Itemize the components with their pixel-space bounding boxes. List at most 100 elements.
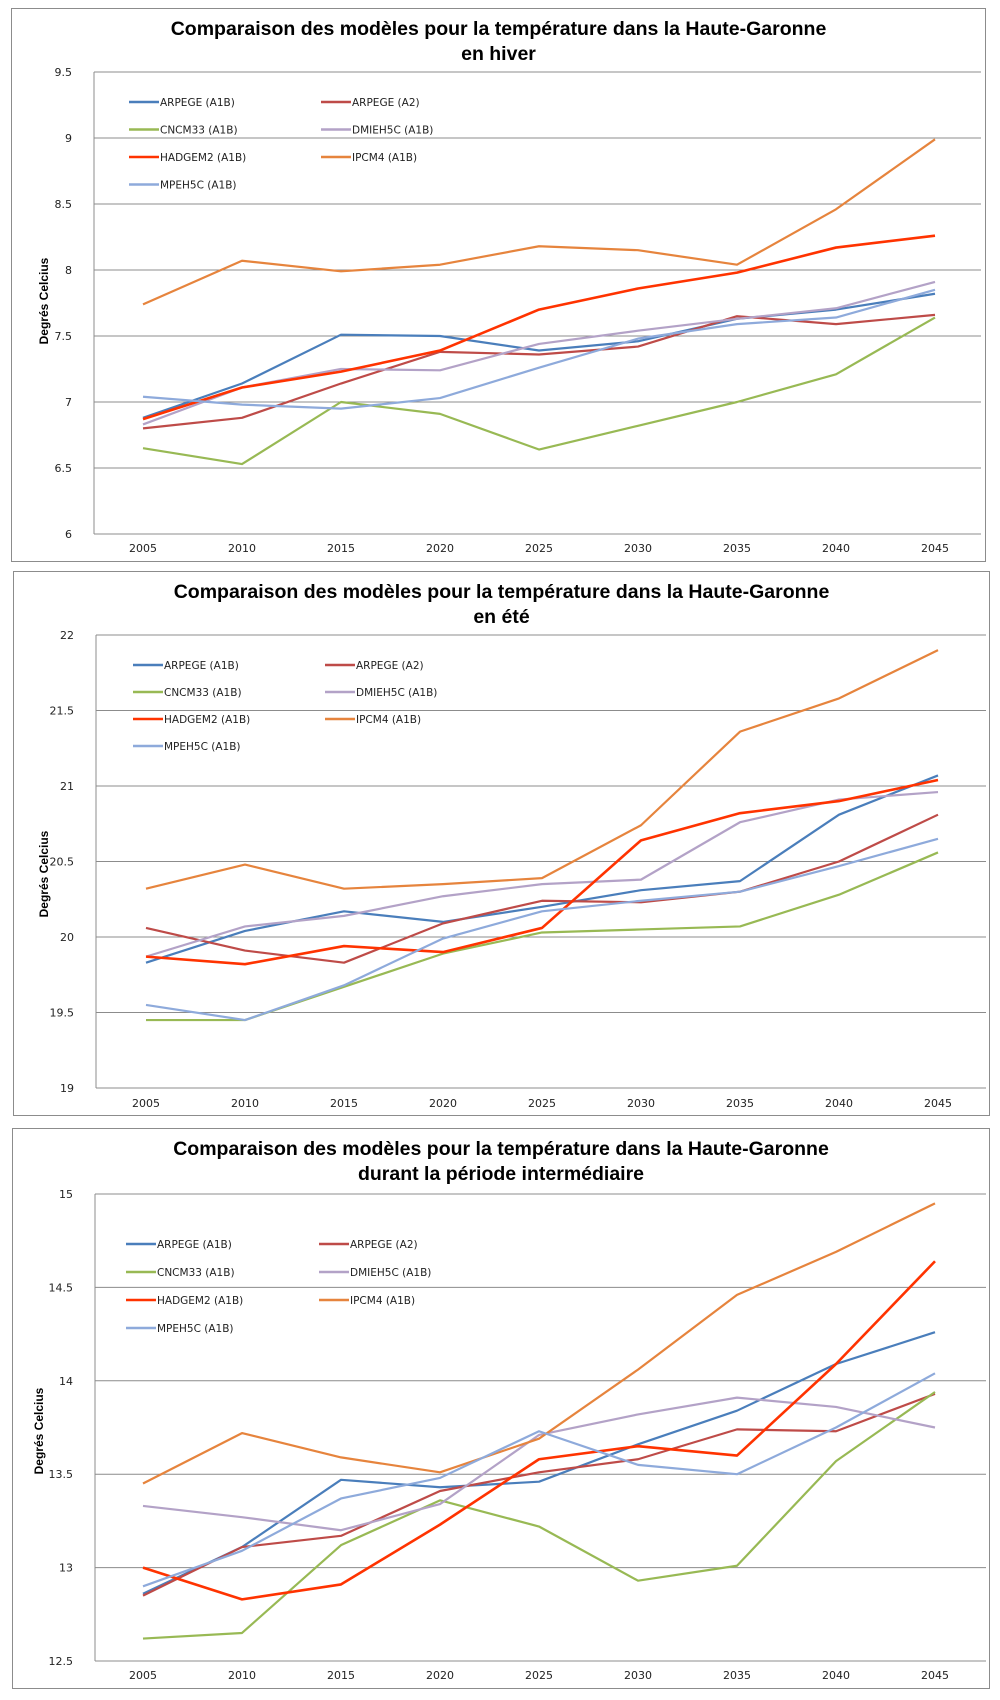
y-tick-label: 19.5 <box>50 1007 75 1020</box>
x-tick-label: 2010 <box>228 542 256 555</box>
series-line-mpeh5c-a1b <box>142 288 936 410</box>
x-tick-label: 2040 <box>822 1669 850 1682</box>
y-tick-label: 8.5 <box>55 198 73 211</box>
y-axis-label: Degrés Celcius <box>37 257 51 344</box>
legend-item-label: DMIEH5C (A1B) <box>356 687 437 699</box>
series-line-arpege-a2 <box>142 313 936 430</box>
legend-item-label: MPEH5C (A1B) <box>164 741 241 753</box>
y-tick-label: 13 <box>59 1562 73 1575</box>
legend-item-label: ARPEGE (A2) <box>350 1239 418 1251</box>
chart-title-line1: Comparaison des modèles pour la températ… <box>173 1138 829 1160</box>
legend-item-label: IPCM4 (A1B) <box>352 152 417 164</box>
chart-title-line2: durant la période intermédiaire <box>357 1163 645 1185</box>
series-line-arpege-a2 <box>142 1392 936 1597</box>
x-tick-label: 2030 <box>624 542 652 555</box>
legend-item-label: ARPEGE (A1B) <box>157 1239 232 1251</box>
chart-panel-winter: Comparaison des modèles pour la températ… <box>11 8 986 562</box>
chart-panel-intermediate: Comparaison des modèles pour la températ… <box>12 1128 990 1689</box>
legend-item-label: CNCM33 (A1B) <box>164 687 242 699</box>
legend-item-label: DMIEH5C (A1B) <box>352 125 433 137</box>
y-tick-label: 9 <box>65 132 72 145</box>
chart-panel-summer: Comparaison des modèles pour la températ… <box>13 571 990 1116</box>
y-tick-label: 22 <box>60 629 74 642</box>
x-tick-label: 2005 <box>132 1097 160 1110</box>
legend-item-label: IPCM4 (A1B) <box>350 1295 415 1307</box>
x-tick-label: 2030 <box>624 1669 652 1682</box>
x-tick-label: 2025 <box>525 542 553 555</box>
legend-item-label: HADGEM2 (A1B) <box>164 714 250 726</box>
x-tick-label: 2035 <box>726 1097 754 1110</box>
y-tick-label: 9.5 <box>55 66 73 79</box>
y-tick-label: 21 <box>60 780 74 793</box>
legend-item-label: CNCM33 (A1B) <box>160 125 238 137</box>
x-tick-label: 2045 <box>924 1097 952 1110</box>
series-line-dmieh5c-a1b <box>142 280 936 426</box>
y-tick-label: 14 <box>59 1375 73 1388</box>
legend-item-label: HADGEM2 (A1B) <box>160 152 246 164</box>
x-tick-label: 2025 <box>528 1097 556 1110</box>
series-line-hadgem2-a1b <box>145 778 939 966</box>
legend-item-label: CNCM33 (A1B) <box>157 1267 235 1279</box>
chart-title-line1: Comparaison des modèles pour la températ… <box>173 581 830 603</box>
y-tick-label: 13.5 <box>49 1468 74 1481</box>
x-tick-label: 2015 <box>327 1669 355 1682</box>
chart-title-line2: en hiver <box>461 43 536 65</box>
chart-title: Comparaison des modèles pour la températ… <box>12 17 985 67</box>
x-tick-label: 2020 <box>426 1669 454 1682</box>
series-line-ipcm4-a1b <box>145 649 939 890</box>
chart-plot-summer: 19 19.5 20 20.5 21 21.5 22 2005 2010 2015 2020 2025… <box>37 629 986 1110</box>
chart-title-line2: en été <box>473 606 530 628</box>
y-tick-label: 12.5 <box>49 1655 74 1668</box>
y-tick-label: 20 <box>60 931 74 944</box>
series-line-arpege-a2 <box>145 813 939 964</box>
y-tick-label: 8 <box>65 264 72 277</box>
y-tick-label: 6.5 <box>55 462 73 475</box>
x-tick-label: 2020 <box>426 542 454 555</box>
legend-item-label: ARPEGE (A2) <box>352 97 420 109</box>
legend-item-label: ARPEGE (A1B) <box>160 97 235 109</box>
legend-item-label: DMIEH5C (A1B) <box>350 1267 431 1279</box>
y-tick-label: 7.5 <box>55 330 73 343</box>
y-tick-label: 21.5 <box>50 705 75 718</box>
chart-title: Comparaison des modèles pour la températ… <box>13 1137 989 1187</box>
series-line-cncm33-a1b <box>142 1391 936 1640</box>
y-tick-label: 7 <box>65 396 72 409</box>
series-line-arpege-a1b <box>145 774 939 964</box>
y-tick-label: 15 <box>59 1188 73 1201</box>
series-line-hadgem2-a1b <box>142 1260 936 1601</box>
legend-item-label: MPEH5C (A1B) <box>157 1323 234 1335</box>
x-tick-label: 2010 <box>231 1097 259 1110</box>
x-tick-label: 2020 <box>429 1097 457 1110</box>
chart-plot-intermediate: 12.5 13 13.5 14 14.5 15 2005 2010 2015 2020 2025 20… <box>32 1188 986 1682</box>
series-line-ipcm4-a1b <box>142 1202 936 1485</box>
x-tick-label: 2035 <box>723 542 751 555</box>
x-tick-label: 2030 <box>627 1097 655 1110</box>
y-tick-label: 6 <box>65 528 72 541</box>
legend-item-label: ARPEGE (A1B) <box>164 660 239 672</box>
chart-title: Comparaison des modèles pour la températ… <box>14 580 989 630</box>
chart-title-line1: Comparaison des modèles pour la températ… <box>170 18 827 40</box>
legend-item-label: HADGEM2 (A1B) <box>157 1295 243 1307</box>
x-tick-label: 2015 <box>327 542 355 555</box>
x-tick-label: 2010 <box>228 1669 256 1682</box>
x-tick-label: 2015 <box>330 1097 358 1110</box>
legend-item-label: ARPEGE (A2) <box>356 660 424 672</box>
x-tick-label: 2040 <box>822 542 850 555</box>
y-axis-label: Degrés Celcius <box>37 830 51 917</box>
legend-item-label: MPEH5C (A1B) <box>160 180 237 192</box>
x-tick-label: 2005 <box>129 1669 157 1682</box>
series-line-cncm33-a1b <box>142 316 936 466</box>
series-line-dmieh5c-a1b <box>142 1396 936 1532</box>
chart-plot-winter: 6 6.5 7 7.5 8 8.5 9 9.5 2005 2010 2015 2020 2025 2030… <box>37 66 981 555</box>
series-line-arpege-a1b <box>142 1331 936 1595</box>
x-tick-label: 2040 <box>825 1097 853 1110</box>
series-line-arpege-a1b <box>142 292 936 419</box>
series-line-mpeh5c-a1b <box>142 1372 936 1588</box>
series-line-mpeh5c-a1b <box>145 837 939 1022</box>
series-line-dmieh5c-a1b <box>145 790 939 958</box>
x-tick-label: 2045 <box>921 1669 949 1682</box>
legend-item-label: IPCM4 (A1B) <box>356 714 421 726</box>
x-tick-label: 2005 <box>129 542 157 555</box>
series-line-hadgem2-a1b <box>142 234 936 421</box>
y-tick-label: 19 <box>60 1082 74 1095</box>
